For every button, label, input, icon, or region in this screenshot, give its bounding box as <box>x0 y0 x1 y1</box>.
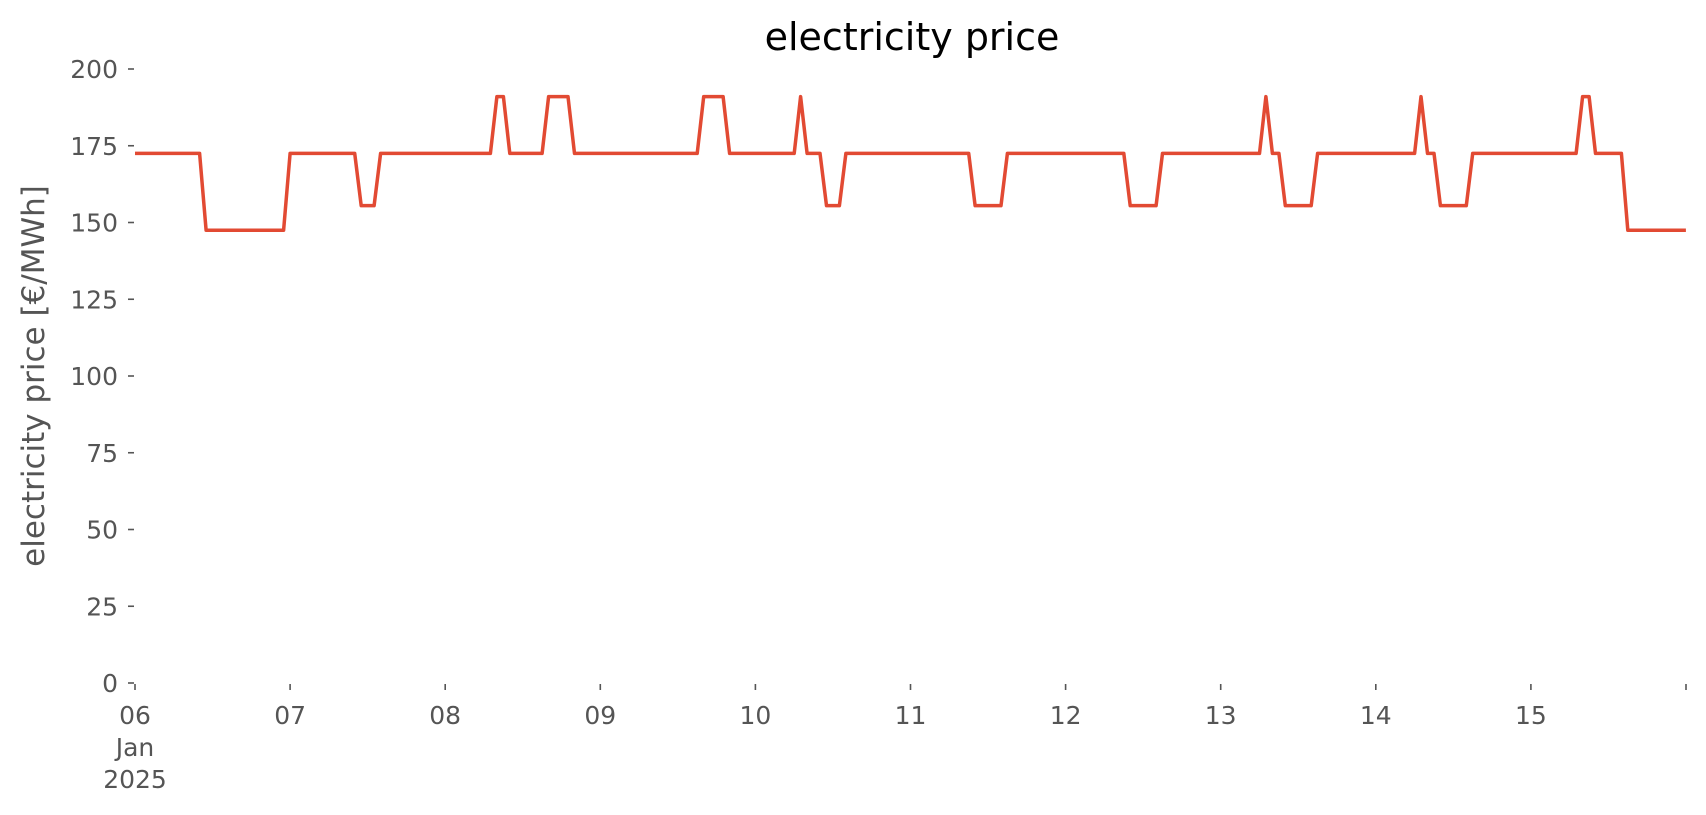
y-tick-label: 125 <box>70 285 118 314</box>
x-tick-label: 2025 <box>103 765 167 794</box>
x-tick-label: 08 <box>429 701 461 730</box>
price-series-line <box>135 94 1686 232</box>
y-tick-label: 100 <box>70 362 118 391</box>
x-tick-label: 11 <box>895 701 927 730</box>
y-tick-label: 175 <box>70 132 118 161</box>
y-tick-label: 75 <box>86 439 118 468</box>
plot-area <box>135 94 1686 232</box>
y-tick-label: 200 <box>70 55 118 84</box>
x-tick-label: 10 <box>739 701 771 730</box>
y-tick-label: 25 <box>86 592 118 621</box>
x-tick-label: Jan <box>114 733 155 762</box>
x-tick-label: 12 <box>1050 701 1082 730</box>
y-tick-label: 50 <box>86 516 118 545</box>
x-tick-label: 15 <box>1515 701 1547 730</box>
y-tick-label: 0 <box>102 669 118 698</box>
x-tick-label: 13 <box>1205 701 1237 730</box>
x-axis: 06 Jan 2025 07 08 09 10 11 12 13 14 15 <box>103 684 1687 794</box>
x-tick-label: 06 <box>119 701 151 730</box>
x-tick-label: 07 <box>274 701 306 730</box>
x-tick-label: 09 <box>584 701 616 730</box>
x-tick-label: 14 <box>1360 701 1392 730</box>
y-tick-label: 150 <box>70 209 118 238</box>
chart-title: electricity price <box>765 15 1060 59</box>
y-axis: 0 25 50 75 100 125 150 175 200 <box>70 55 134 698</box>
y-axis-label: electricity price [€/MWh] <box>16 185 52 567</box>
